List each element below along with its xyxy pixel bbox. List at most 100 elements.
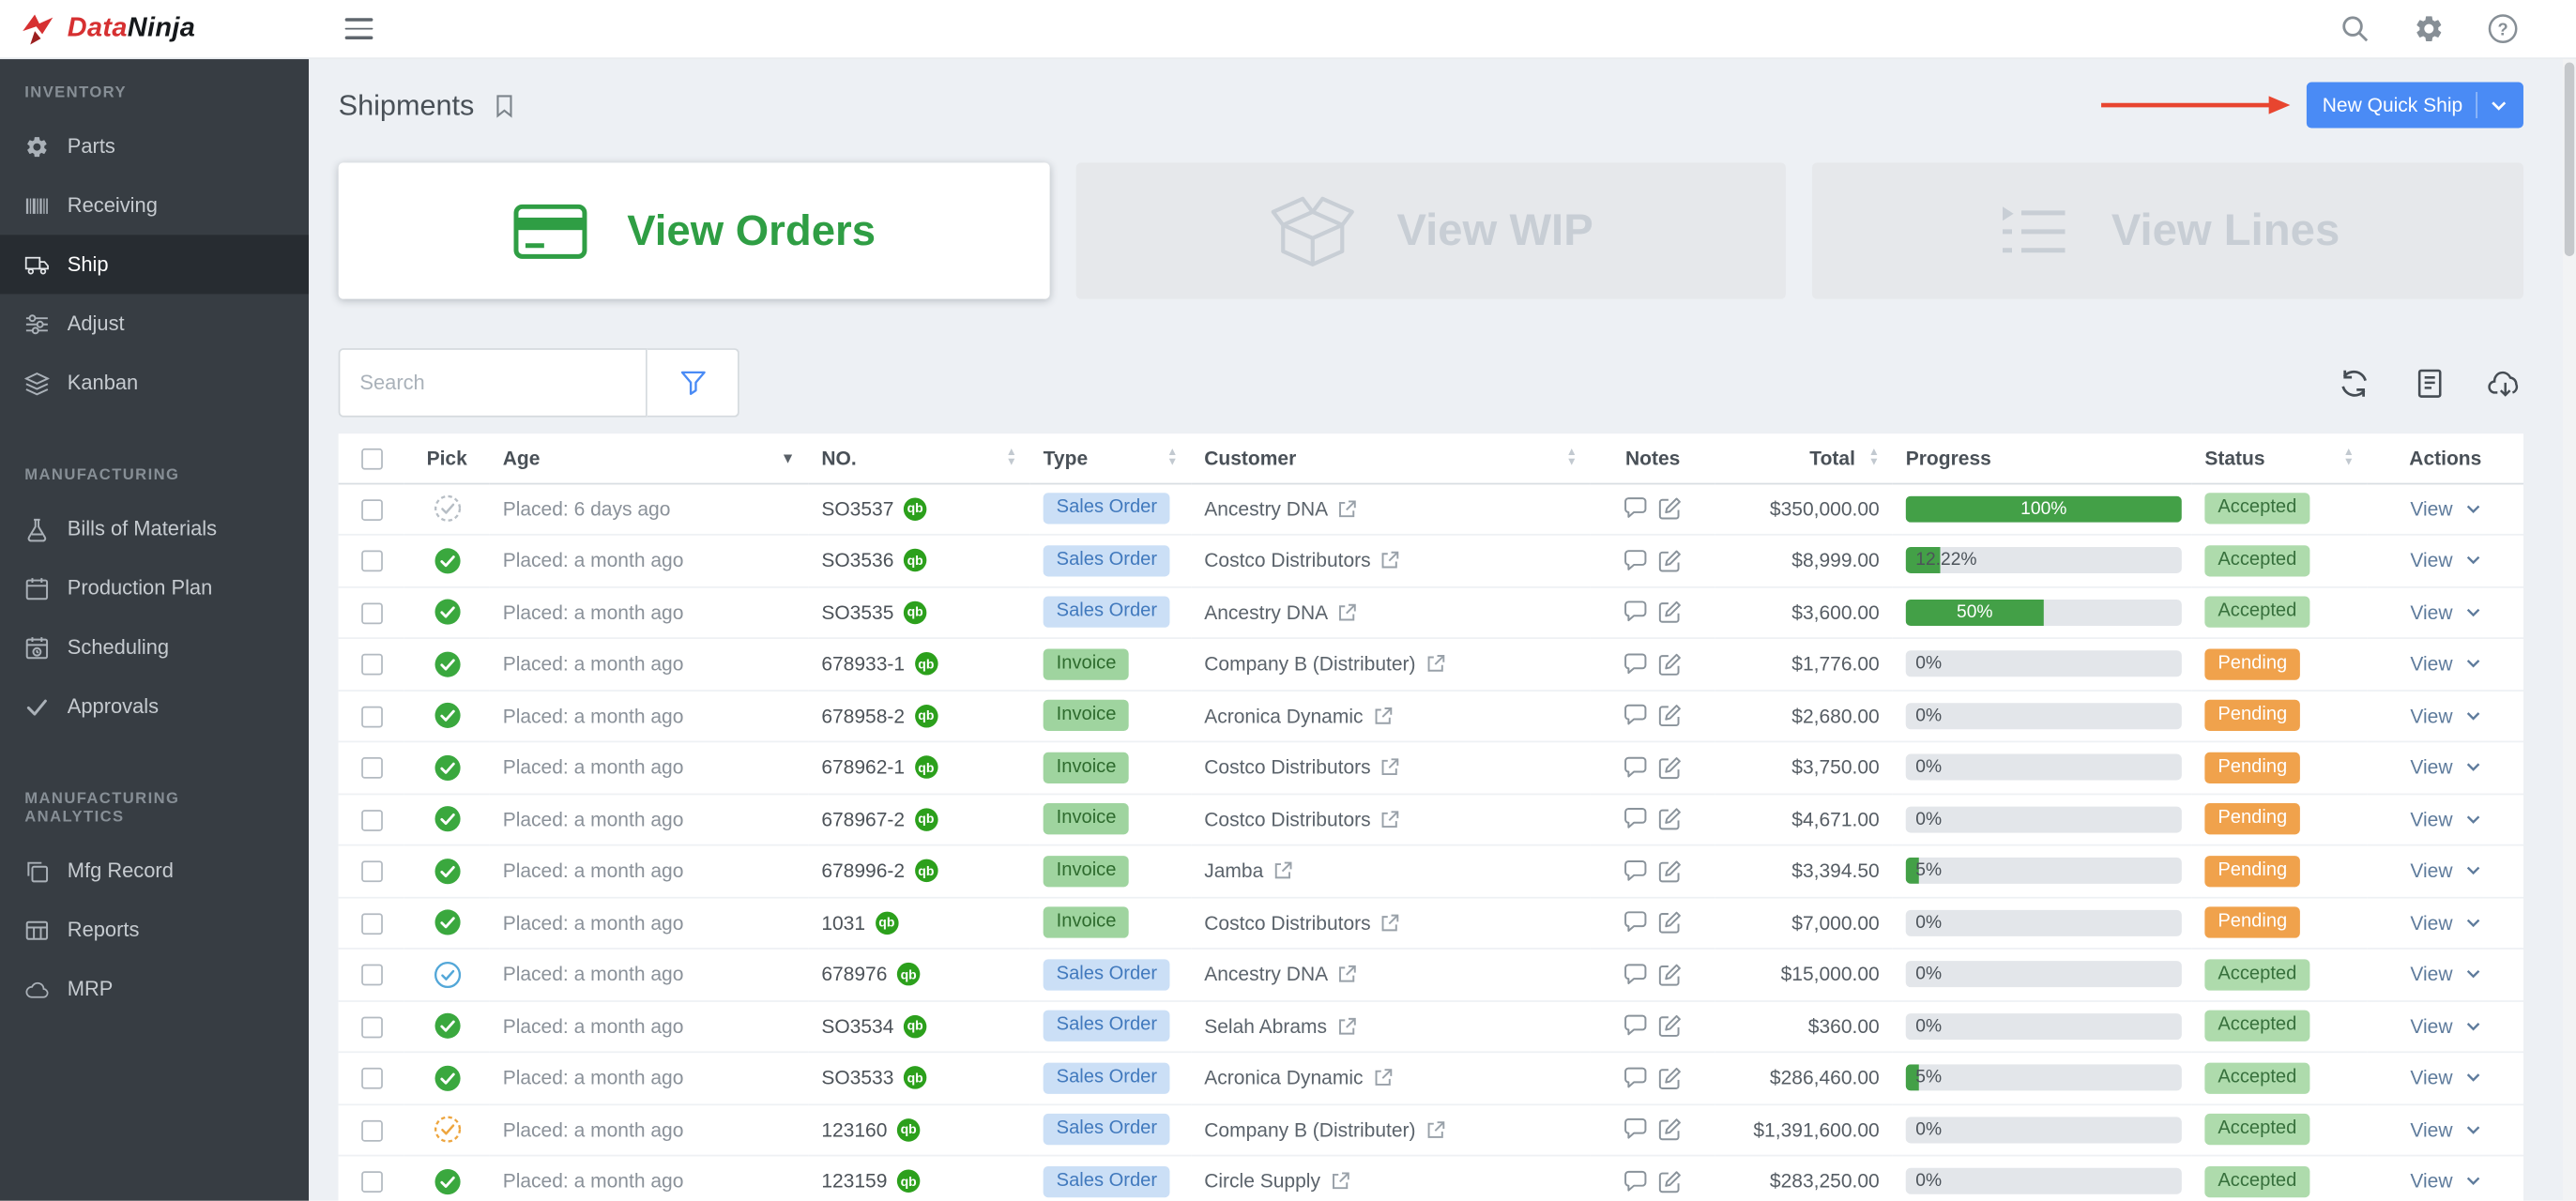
- chevron-down-icon[interactable]: [2466, 763, 2481, 773]
- row-checkbox[interactable]: [360, 757, 383, 780]
- chevron-down-icon[interactable]: [2466, 1177, 2481, 1187]
- scrollbar[interactable]: [2562, 59, 2576, 1201]
- chevron-down-icon[interactable]: [2466, 659, 2481, 669]
- edit-note-icon[interactable]: [1657, 910, 1682, 935]
- row-checkbox[interactable]: [360, 1016, 383, 1039]
- external-link-icon[interactable]: [1425, 1119, 1445, 1139]
- chevron-down-icon[interactable]: [2491, 99, 2507, 111]
- row-checkbox[interactable]: [360, 551, 383, 572]
- chevron-down-icon[interactable]: [2466, 555, 2481, 566]
- edit-note-icon[interactable]: [1657, 652, 1682, 677]
- view-action[interactable]: View: [2410, 652, 2480, 676]
- menu-toggle-icon[interactable]: [339, 12, 380, 46]
- row-checkbox[interactable]: [360, 1171, 383, 1193]
- comment-icon[interactable]: [1623, 807, 1648, 831]
- sidebar-item-scheduling[interactable]: Scheduling: [0, 617, 309, 677]
- comment-icon[interactable]: [1623, 962, 1648, 986]
- sidebar-item-ship[interactable]: Ship: [0, 235, 310, 295]
- column-header-no[interactable]: NO. ▲ ▼: [808, 433, 1030, 484]
- export-icon[interactable]: [2487, 366, 2523, 401]
- edit-note-icon[interactable]: [1657, 496, 1682, 521]
- view-card-view-orders[interactable]: View Orders: [338, 162, 1050, 299]
- view-action[interactable]: View: [2410, 1170, 2480, 1193]
- edit-note-icon[interactable]: [1657, 1066, 1682, 1090]
- comment-icon[interactable]: [1623, 1117, 1648, 1142]
- edit-note-icon[interactable]: [1657, 1117, 1682, 1142]
- view-action[interactable]: View: [2410, 1014, 2480, 1038]
- sidebar-item-approvals[interactable]: Approvals: [0, 677, 309, 736]
- row-checkbox[interactable]: [360, 602, 383, 625]
- column-header-customer[interactable]: Customer ▲ ▼: [1191, 433, 1591, 484]
- comment-icon[interactable]: [1623, 496, 1648, 521]
- chevron-down-icon[interactable]: [2466, 918, 2481, 928]
- row-checkbox[interactable]: [360, 706, 383, 728]
- view-action[interactable]: View: [2410, 705, 2481, 727]
- sidebar-item-receiving[interactable]: Receiving: [0, 175, 309, 235]
- external-link-icon[interactable]: [1338, 965, 1358, 984]
- sidebar-item-kanban[interactable]: Kanban: [0, 353, 309, 412]
- external-link-icon[interactable]: [1380, 913, 1400, 933]
- view-card-view-lines[interactable]: View Lines: [1812, 162, 2524, 299]
- comment-icon[interactable]: [1623, 1014, 1648, 1039]
- chevron-down-icon[interactable]: [2466, 1073, 2481, 1084]
- select-all-checkbox[interactable]: [360, 448, 383, 470]
- comment-icon[interactable]: [1623, 600, 1648, 624]
- view-action[interactable]: View: [2410, 756, 2481, 779]
- refresh-icon[interactable]: [2336, 366, 2372, 401]
- comment-icon[interactable]: [1623, 652, 1648, 677]
- row-checkbox[interactable]: [360, 1119, 383, 1142]
- comment-icon[interactable]: [1623, 548, 1648, 572]
- view-action[interactable]: View: [2410, 549, 2480, 572]
- row-checkbox[interactable]: [360, 965, 383, 987]
- column-header-age[interactable]: Age ▼: [489, 433, 809, 484]
- view-action[interactable]: View: [2410, 911, 2480, 935]
- external-link-icon[interactable]: [1273, 861, 1293, 881]
- row-checkbox[interactable]: [360, 861, 383, 883]
- comment-icon[interactable]: [1623, 859, 1648, 883]
- row-checkbox[interactable]: [360, 654, 383, 677]
- bookmark-icon[interactable]: [491, 91, 517, 119]
- column-header-status[interactable]: Status ▲ ▼: [2191, 433, 2368, 484]
- external-link-icon[interactable]: [1338, 602, 1358, 622]
- comment-icon[interactable]: [1623, 1066, 1648, 1090]
- chevron-down-icon[interactable]: [2466, 814, 2481, 825]
- chevron-down-icon[interactable]: [2466, 866, 2481, 876]
- view-action[interactable]: View: [2410, 497, 2480, 521]
- edit-note-icon[interactable]: [1657, 1014, 1682, 1039]
- edit-note-icon[interactable]: [1657, 548, 1682, 572]
- sidebar-item-parts[interactable]: Parts: [0, 116, 309, 175]
- edit-note-icon[interactable]: [1657, 1169, 1682, 1193]
- scrollbar-thumb[interactable]: [2564, 62, 2575, 257]
- column-header-progress[interactable]: Progress: [1892, 433, 2192, 484]
- column-header-notes[interactable]: Notes: [1590, 433, 1715, 484]
- new-quick-ship-button[interactable]: New Quick Ship: [2306, 82, 2523, 129]
- chevron-down-icon[interactable]: [2466, 504, 2481, 514]
- external-link-icon[interactable]: [1380, 757, 1400, 777]
- external-link-icon[interactable]: [1380, 551, 1400, 570]
- gear-icon[interactable]: [2414, 12, 2446, 45]
- chevron-down-icon[interactable]: [2466, 607, 2481, 617]
- chevron-down-icon[interactable]: [2466, 711, 2481, 722]
- chevron-down-icon[interactable]: [2466, 1021, 2481, 1031]
- edit-note-icon[interactable]: [1657, 859, 1682, 883]
- sidebar-item-adjust[interactable]: Adjust: [0, 294, 309, 353]
- comment-icon[interactable]: [1623, 1169, 1648, 1193]
- view-action[interactable]: View: [2410, 600, 2480, 624]
- view-action[interactable]: View: [2410, 1118, 2480, 1141]
- edit-note-icon[interactable]: [1657, 704, 1682, 728]
- comment-icon[interactable]: [1623, 704, 1648, 728]
- edit-note-icon[interactable]: [1657, 807, 1682, 831]
- sidebar-item-reports[interactable]: Reports: [0, 900, 309, 959]
- external-link-icon[interactable]: [1330, 1172, 1349, 1192]
- comment-icon[interactable]: [1623, 910, 1648, 935]
- external-link-icon[interactable]: [1373, 1068, 1393, 1087]
- view-action[interactable]: View: [2410, 963, 2480, 986]
- help-icon[interactable]: ?: [2487, 12, 2520, 45]
- sidebar-item-mrp[interactable]: MRP: [0, 959, 309, 1018]
- comment-icon[interactable]: [1623, 755, 1648, 780]
- search-icon[interactable]: [2340, 12, 2372, 45]
- edit-note-icon[interactable]: [1657, 600, 1682, 624]
- edit-note-icon[interactable]: [1657, 755, 1682, 780]
- column-header-type[interactable]: Type ▲ ▼: [1029, 433, 1192, 484]
- filter-button[interactable]: [647, 348, 739, 418]
